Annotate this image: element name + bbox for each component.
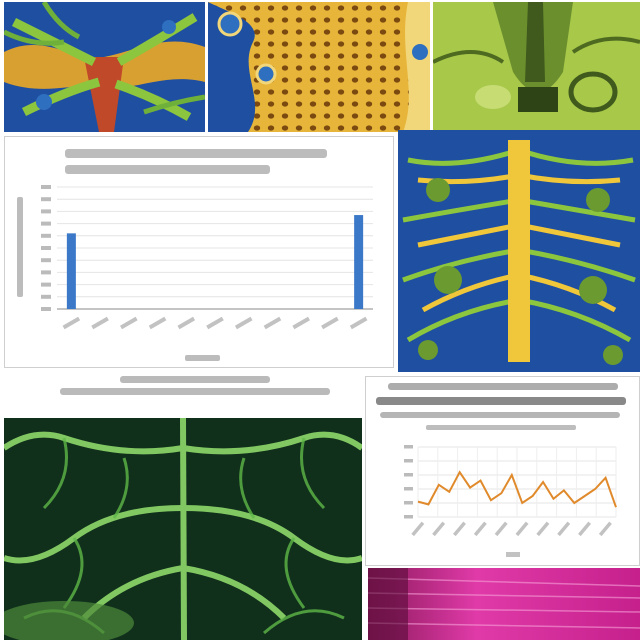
x-tick-label <box>292 316 310 330</box>
x-tick-label <box>321 316 339 330</box>
tissue-image-middle-right <box>398 130 640 372</box>
x-tick-label <box>473 521 487 537</box>
x-tick-label <box>432 521 446 537</box>
bar <box>66 233 76 309</box>
tissue-image-bottom-left <box>4 418 362 640</box>
line-chart-title-line-1 <box>388 383 618 390</box>
line-chart-title-line-4 <box>426 425 576 430</box>
y-tick-label <box>404 515 413 519</box>
line-chart-panel <box>365 376 640 566</box>
x-tick-label <box>349 316 368 330</box>
x-tick-label <box>234 316 253 330</box>
bar-chart <box>17 149 373 361</box>
x-tick-label <box>177 316 196 330</box>
line-series <box>417 470 617 508</box>
y-tick-label <box>41 307 51 311</box>
tissue-image-top-left <box>4 2 205 132</box>
y-tick-label <box>41 258 51 263</box>
y-tick-label <box>41 209 51 214</box>
y-tick-label <box>41 282 51 287</box>
x-tick-label <box>578 521 592 537</box>
y-tick-label <box>404 445 413 449</box>
tissue-image-bottom-right <box>368 568 640 640</box>
x-tick-label <box>453 521 466 537</box>
bar-chart-panel <box>4 136 394 368</box>
y-tick-label <box>41 185 51 189</box>
x-tick-label <box>206 316 224 330</box>
chart-subtitle-line <box>65 165 270 174</box>
x-tick-label <box>494 521 508 537</box>
tissue-image-top-center <box>208 2 430 132</box>
y-tick-label <box>41 233 51 238</box>
bar-chart-caption <box>60 376 330 402</box>
x-tick-label <box>148 316 167 330</box>
y-axis-label <box>17 197 23 297</box>
x-tick-label <box>62 316 81 330</box>
bar <box>354 215 364 309</box>
line-chart-title-line-3 <box>380 412 620 418</box>
y-tick-label <box>41 197 51 202</box>
y-tick-label <box>404 501 413 505</box>
y-tick-label <box>41 294 51 299</box>
x-axis-label <box>506 552 520 557</box>
x-tick-label <box>598 521 612 537</box>
line-chart-title-line-2 <box>376 397 626 405</box>
y-tick-label <box>41 221 51 226</box>
chart-title-line <box>65 149 327 158</box>
x-tick-label <box>536 521 550 537</box>
x-axis-label <box>185 355 220 361</box>
x-tick-label <box>263 316 282 330</box>
y-tick-label <box>41 270 51 275</box>
y-tick-label <box>404 473 413 477</box>
tissue-image-top-right <box>433 2 640 132</box>
x-tick-label <box>120 316 138 330</box>
x-tick-label <box>411 521 425 537</box>
y-tick-label <box>404 459 413 463</box>
x-tick-label <box>515 521 529 537</box>
y-tick-label <box>41 246 51 250</box>
x-tick-label <box>557 521 571 537</box>
y-tick-label <box>404 487 413 491</box>
line-chart <box>376 383 626 557</box>
x-tick-label <box>91 316 109 330</box>
